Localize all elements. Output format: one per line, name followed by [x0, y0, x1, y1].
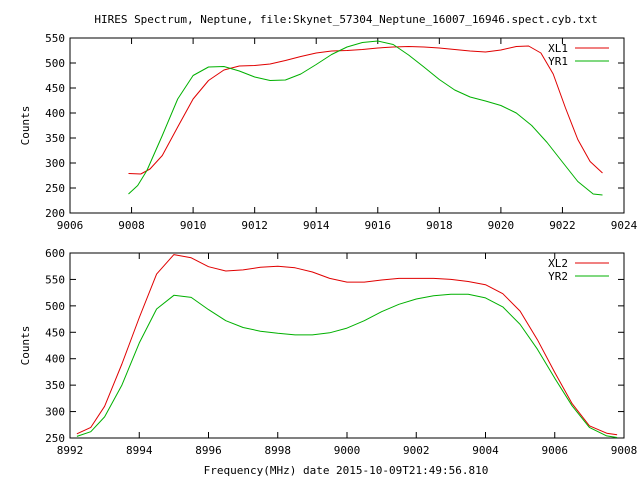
x-tick-label: 9010 — [180, 219, 207, 232]
x-tick-label: 9022 — [549, 219, 576, 232]
x-tick-label: 9002 — [403, 444, 430, 457]
x-tick-label: 9008 — [611, 444, 638, 457]
y-tick-label: 250 — [45, 432, 65, 445]
legend-label-xl2: XL2 — [548, 257, 568, 270]
x-tick-label: 8992 — [57, 444, 84, 457]
y-axis-label: Counts — [19, 106, 32, 146]
y-tick-label: 400 — [45, 107, 65, 120]
figure-title: HIRES Spectrum, Neptune, file:Skynet_573… — [94, 13, 597, 26]
y-tick-label: 350 — [45, 132, 65, 145]
x-tick-label: 9014 — [303, 219, 330, 232]
x-tick-label: 9020 — [488, 219, 515, 232]
x-tick-label: 8996 — [195, 444, 222, 457]
x-tick-label: 9006 — [57, 219, 84, 232]
x-tick-label: 9018 — [426, 219, 453, 232]
y-axis-label: Counts — [19, 326, 32, 366]
series-line-yr2 — [76, 293, 618, 438]
top-spectrum-panel: 9006 9008 9010 9012 9014 9016 9018 9020 9022 9024… — [19, 32, 638, 232]
legend-label-yr2: YR2 — [548, 270, 568, 283]
y-tick-label: 350 — [45, 379, 65, 392]
bottom-spectrum-panel: 8992 8994 8996 8998 9000 9002 9004 9006 9008 250 3… — [19, 247, 637, 457]
y-tick-label: 200 — [45, 207, 65, 220]
x-tick-label: 9006 — [542, 444, 569, 457]
x-tick-label: 9000 — [334, 444, 361, 457]
y-tick-label: 300 — [45, 157, 65, 170]
legend-label-yr1: YR1 — [548, 55, 568, 68]
y-tick-label: 550 — [45, 32, 65, 45]
legend-label-xl1: XL1 — [548, 42, 568, 55]
x-tick-label: 8998 — [265, 444, 292, 457]
y-tick-label: 400 — [45, 353, 65, 366]
y-tick-label: 500 — [45, 300, 65, 313]
x-tick-label: 9004 — [472, 444, 499, 457]
series-line-yr1 — [128, 40, 603, 196]
y-tick-label: 450 — [45, 326, 65, 339]
series-line-xl2 — [76, 254, 618, 436]
x-tick-label: 9008 — [118, 219, 145, 232]
y-tick-label: 600 — [45, 247, 65, 260]
plot-frame — [69, 37, 625, 214]
y-tick-label: 250 — [45, 182, 65, 195]
x-axis-label: Frequency(MHz) date 2015-10-09T21:49:56.… — [204, 464, 489, 477]
y-tick-label: 550 — [45, 273, 65, 286]
x-tick-label: 9016 — [365, 219, 392, 232]
x-tick-label: 8994 — [126, 444, 153, 457]
x-tick-label: 9024 — [611, 219, 638, 232]
y-tick-label: 300 — [45, 406, 65, 419]
y-tick-label: 500 — [45, 57, 65, 70]
x-tick-label: 9012 — [241, 219, 268, 232]
series-line-xl1 — [128, 45, 603, 175]
y-tick-label: 450 — [45, 82, 65, 95]
